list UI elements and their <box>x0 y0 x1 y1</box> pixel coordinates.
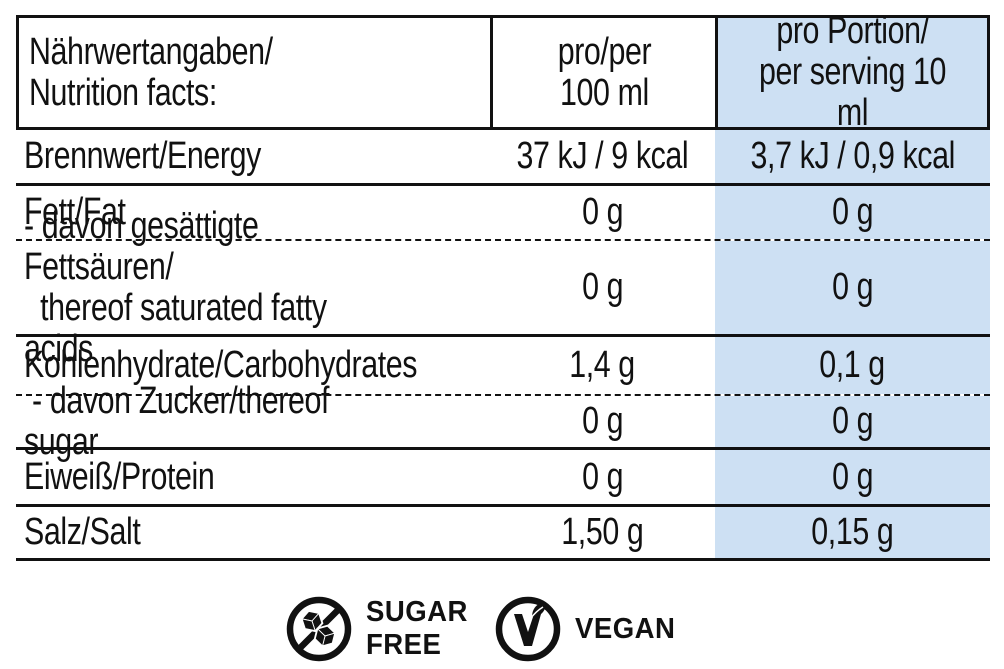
header-cell-per-100ml: pro/per 100 ml <box>490 18 715 127</box>
row-label-text: Fett/Fat <box>24 191 126 233</box>
value-text: 0 g <box>581 455 624 498</box>
value-text: 37 kJ / 9 kcal <box>516 135 689 177</box>
table-row-saturated-fat: - davon gesättigte Fettsäuren/ thereof s… <box>16 205 990 369</box>
value-text: 0 g <box>831 400 874 442</box>
sugar-free-icon <box>286 596 352 662</box>
value-per-100ml: 1,4 g <box>490 337 715 394</box>
header-cell-title: Nährwertangaben/ Nutrition facts: <box>19 18 490 127</box>
table-body: Brennwert/Energy 37 kJ / 9 kcal 3,7 kJ /… <box>16 130 990 561</box>
header-cell-per-serving: pro Portion/ per serving 10 ml <box>715 11 987 134</box>
row-label-text: - davon Zucker/thereof sugar <box>24 379 330 463</box>
row-label: Brennwert/Energy <box>16 130 490 183</box>
row-label: - davon gesättigte Fettsäuren/ thereof s… <box>16 205 490 369</box>
row-label-text: Brennwert/Energy <box>24 135 261 177</box>
row-label: Fett/Fat <box>16 186 490 239</box>
value-per-100ml: 1,50 g <box>490 507 715 558</box>
value-text: 0 g <box>581 400 624 442</box>
row-label-text: Eiweiß/Protein <box>24 455 215 498</box>
badges-row: SUGAR FREE VEGAN <box>286 594 681 664</box>
table-row-protein: Eiweiß/Protein 0 g 0 g <box>16 450 990 507</box>
table-row-fat: Fett/Fat 0 g 0 g <box>16 186 990 241</box>
row-label-text: Kohlenhydrate/Carbohydrates <box>24 344 418 386</box>
vegan-badge: VEGAN <box>495 596 681 662</box>
value-text: 0,15 g <box>811 511 894 553</box>
value-text: 1,50 g <box>561 511 644 553</box>
value-per-100ml: 0 g <box>490 396 715 447</box>
value-text: 3,7 kJ / 0,9 kcal <box>750 135 955 177</box>
vegan-label: VEGAN <box>575 612 676 645</box>
value-text: 0 g <box>581 191 624 233</box>
table-row-sugar: - davon Zucker/thereof sugar 0 g 0 g <box>16 380 990 462</box>
value-per-100ml: 0 g <box>490 450 715 504</box>
table-row-salt: Salz/Salt 1,50 g 0,15 g <box>16 507 990 561</box>
value-per-100ml: 0 g <box>490 241 715 334</box>
table-header-row: Nährwertangaben/ Nutrition facts: pro/pe… <box>16 11 990 134</box>
value-text: 0 g <box>831 191 874 233</box>
value-per-100ml: 37 kJ / 9 kcal <box>490 130 715 183</box>
row-label: Kohlenhydrate/Carbohydrates <box>16 337 490 394</box>
table-row-carbohydrates: Kohlenhydrate/Carbohydrates 1,4 g 0,1 g <box>16 337 990 396</box>
row-label-text: Salz/Salt <box>24 511 141 553</box>
value-text: 0 g <box>581 266 624 308</box>
value-per-serving: 0 g <box>715 241 990 334</box>
row-label-text: - davon gesättigte Fettsäuren/ thereof s… <box>24 204 327 370</box>
row-label: Salz/Salt <box>16 507 490 558</box>
value-text: 0 g <box>831 455 874 498</box>
value-text: 0 g <box>831 266 874 308</box>
value-per-serving: 0,1 g <box>715 337 990 394</box>
header-title-text: Nährwertangaben/ Nutrition facts: <box>29 30 273 114</box>
value-per-serving: 0 g <box>715 396 990 447</box>
header-per-serving-text: pro Portion/ per serving 10 ml <box>758 10 947 134</box>
header-per-100ml-text: pro/per 100 ml <box>557 30 651 114</box>
sugar-free-badge: SUGAR FREE <box>286 596 473 662</box>
value-per-100ml: 0 g <box>490 186 715 239</box>
value-per-serving: 0 g <box>715 186 990 239</box>
row-label: Eiweiß/Protein <box>16 450 490 504</box>
value-per-serving: 3,7 kJ / 0,9 kcal <box>715 130 990 183</box>
value-text: 0,1 g <box>819 344 886 386</box>
row-label: - davon Zucker/thereof sugar <box>16 380 490 462</box>
value-per-serving: 0,15 g <box>715 507 990 558</box>
value-text: 1,4 g <box>569 344 636 386</box>
sugar-free-label: SUGAR FREE <box>366 596 468 661</box>
table-row-energy: Brennwert/Energy 37 kJ / 9 kcal 3,7 kJ /… <box>16 130 990 186</box>
value-per-serving: 0 g <box>715 450 990 504</box>
vegan-icon <box>495 596 561 662</box>
